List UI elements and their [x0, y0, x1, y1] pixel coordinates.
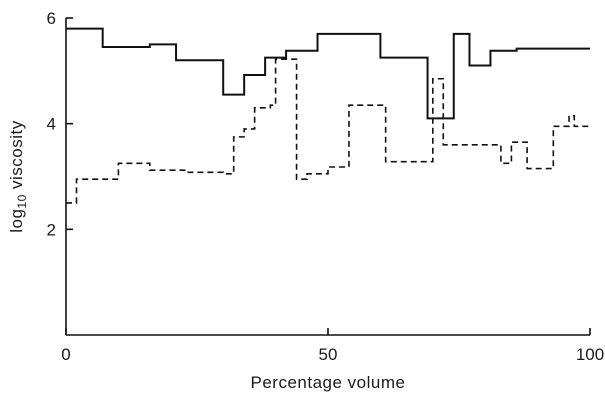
y-tick-label-6: 6	[47, 9, 56, 28]
plot-area: 0 50 100 2 4 6	[47, 9, 605, 364]
y-axis-title-subscript: 10	[15, 194, 29, 208]
y-tick-label-4: 4	[47, 115, 56, 134]
y-axis-title: log10 viscosity	[7, 120, 29, 233]
series-line-2-dashed	[66, 58, 590, 204]
tick-group: 0 50 100 2 4 6	[47, 9, 605, 364]
y-axis-title-main: log	[7, 209, 26, 233]
x-tick-label-50: 50	[319, 345, 338, 364]
x-tick-label-100: 100	[576, 345, 604, 364]
y-tick-label-2: 2	[47, 220, 56, 239]
x-axis-title: Percentage volume	[251, 373, 406, 392]
series-group	[66, 27, 590, 204]
x-tick-label-0: 0	[61, 345, 70, 364]
series-line-1-solid	[66, 27, 590, 120]
y-axis-title-rest: viscosity	[7, 120, 26, 194]
